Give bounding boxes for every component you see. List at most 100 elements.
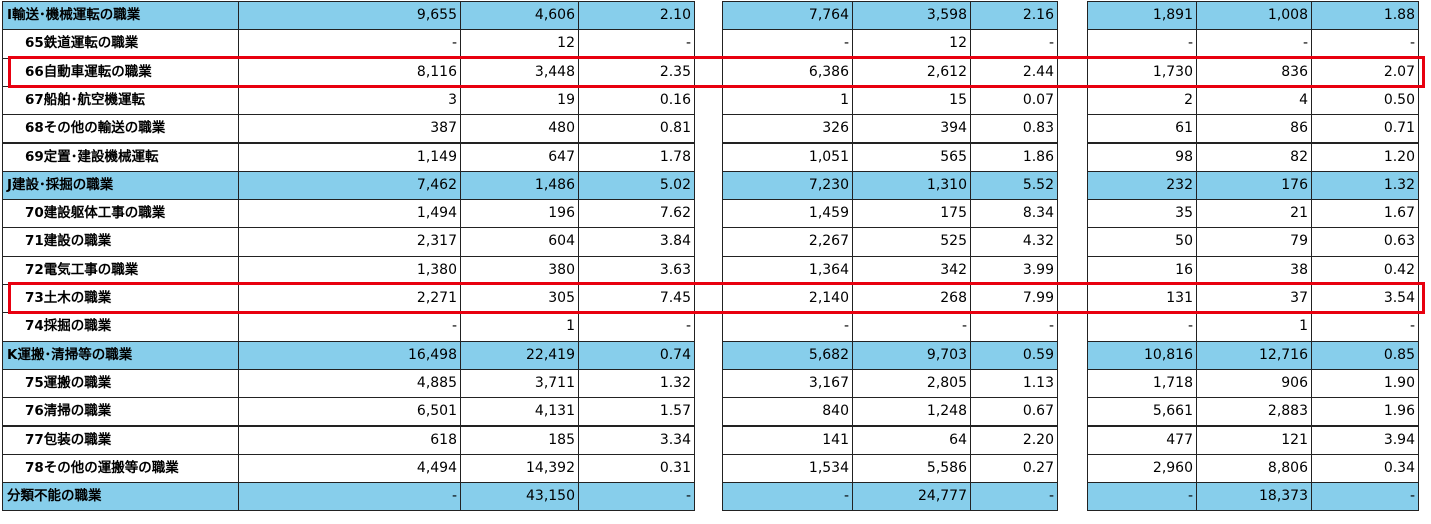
value-cell: -	[578, 29, 695, 59]
value-cell: 10,816	[1087, 340, 1197, 370]
value-cell: 176	[1196, 170, 1312, 201]
value-cell: 121	[1196, 425, 1312, 455]
value-cell: 0.81	[578, 114, 695, 144]
value-cell: -	[1311, 312, 1419, 342]
value-cell: 43,150	[460, 482, 579, 512]
row-label: 71建設の職業	[2, 227, 239, 257]
value-cell: 8,116	[238, 57, 461, 87]
value-cell: 1,364	[722, 255, 853, 285]
value-cell: 2.10	[578, 1, 695, 31]
value-cell: 16,498	[238, 340, 461, 370]
value-cell: 131	[1087, 284, 1197, 314]
value-cell: 1.20	[1311, 142, 1419, 172]
row-label: I輸送･機械運転の職業	[2, 1, 239, 31]
value-cell: 16	[1087, 255, 1197, 285]
value-cell: 1	[460, 312, 579, 342]
value-cell: 0.16	[578, 85, 695, 116]
value-cell: 4,885	[238, 368, 461, 399]
value-cell: 7.62	[578, 199, 695, 229]
value-cell: 3.84	[578, 227, 695, 257]
value-cell: 3,598	[852, 1, 971, 31]
value-cell: 4,494	[238, 453, 461, 484]
value-cell: 2,960	[1087, 453, 1197, 484]
value-cell: 2,140	[722, 284, 853, 314]
value-cell: -	[970, 482, 1058, 512]
value-cell: -	[238, 312, 461, 342]
value-cell: 305	[460, 284, 579, 314]
value-cell: 61	[1087, 114, 1197, 144]
value-cell: 3.34	[578, 425, 695, 455]
row-label: 69定置･建設機械運転	[2, 142, 239, 172]
value-cell: 175	[852, 199, 971, 229]
value-cell: 4.32	[970, 227, 1058, 257]
value-cell: 38	[1196, 255, 1312, 285]
value-cell: -	[1087, 312, 1197, 342]
row-label: 70建設躯体工事の職業	[2, 199, 239, 229]
value-cell: 647	[460, 142, 579, 172]
value-cell: 7,764	[722, 1, 853, 31]
value-cell: 12	[460, 29, 579, 59]
value-cell: 7,230	[722, 170, 853, 201]
value-cell: 5.52	[970, 170, 1058, 201]
value-cell: 9,703	[852, 340, 971, 370]
value-cell: 1.67	[1311, 199, 1419, 229]
value-cell: 604	[460, 227, 579, 257]
value-cell: -	[970, 29, 1058, 59]
row-label: 73土木の職業	[2, 284, 239, 314]
row-label: 66自動車運転の職業	[2, 57, 239, 87]
value-cell: 1.88	[1311, 1, 1419, 31]
value-cell: 480	[460, 114, 579, 144]
row-label: 65鉄道運転の職業	[2, 29, 239, 59]
value-cell: 1,051	[722, 142, 853, 172]
value-cell: 477	[1087, 425, 1197, 455]
value-cell: 3	[238, 85, 461, 116]
value-cell: 37	[1196, 284, 1312, 314]
value-cell: 7.99	[970, 284, 1058, 314]
row-label: 76清掃の職業	[2, 397, 239, 427]
value-cell: 2.07	[1311, 57, 1419, 87]
value-cell: 0.50	[1311, 85, 1419, 116]
value-cell: 2,267	[722, 227, 853, 257]
value-cell: -	[578, 482, 695, 512]
value-cell: 1.32	[578, 368, 695, 399]
value-cell: 4,606	[460, 1, 579, 31]
value-cell: 1,730	[1087, 57, 1197, 87]
value-cell: 2,883	[1196, 397, 1312, 427]
value-cell: -	[1311, 29, 1419, 59]
value-cell: 387	[238, 114, 461, 144]
value-cell: 7,462	[238, 170, 461, 201]
value-cell: 6,501	[238, 397, 461, 427]
value-cell: 1.86	[970, 142, 1058, 172]
value-cell: 380	[460, 255, 579, 285]
value-cell: 840	[722, 397, 853, 427]
value-cell: 0.59	[970, 340, 1058, 370]
value-cell: 12,716	[1196, 340, 1312, 370]
value-cell: 185	[460, 425, 579, 455]
value-cell: 1.78	[578, 142, 695, 172]
value-cell: 0.85	[1311, 340, 1419, 370]
row-label: 75運搬の職業	[2, 368, 239, 399]
value-cell: -	[852, 312, 971, 342]
value-cell: 1,310	[852, 170, 971, 201]
value-cell: 6,386	[722, 57, 853, 87]
value-cell: 5,586	[852, 453, 971, 484]
value-cell: 3,167	[722, 368, 853, 399]
value-cell: -	[722, 312, 853, 342]
value-cell: 22,419	[460, 340, 579, 370]
value-cell: -	[1087, 29, 1197, 59]
value-cell: 326	[722, 114, 853, 144]
row-label: J建設･採掘の職業	[2, 170, 239, 201]
value-cell: -	[578, 312, 695, 342]
value-cell: 1,486	[460, 170, 579, 201]
value-cell: 3,711	[460, 368, 579, 399]
value-cell: 19	[460, 85, 579, 116]
value-cell: 196	[460, 199, 579, 229]
value-cell: 141	[722, 425, 853, 455]
value-cell: 394	[852, 114, 971, 144]
value-cell: 1,008	[1196, 1, 1312, 31]
value-cell: 1,149	[238, 142, 461, 172]
value-cell: 836	[1196, 57, 1312, 87]
value-cell: 82	[1196, 142, 1312, 172]
value-cell: -	[722, 29, 853, 59]
